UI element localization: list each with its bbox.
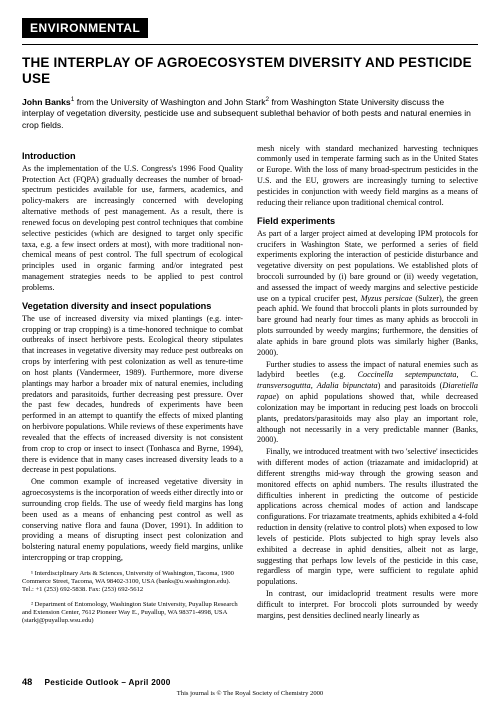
section-head-field: Field experiments (257, 215, 478, 227)
veg-p1: The use of increased diversity via mixed… (22, 314, 243, 476)
intro-p1: As the implementation of the U.S. Congre… (22, 164, 243, 294)
affiliation-2: ² Department of Entomology, Washington S… (22, 601, 243, 626)
species-adalia: Adalia bipunctata (317, 381, 378, 390)
field-p2-e: ) on aphid populations showed that, whil… (257, 392, 478, 444)
page-footer: 48 Pesticide Outlook – April 2000 This j… (22, 677, 478, 697)
byline: John Banks1 from the University of Washi… (22, 96, 478, 132)
species-transverso: transversoguttta (257, 381, 311, 390)
field-p1: As part of a larger project aimed at dev… (257, 229, 478, 359)
col2-continuation: mesh nicely with standard mechanized har… (257, 144, 478, 209)
species-myzus: Myzus persicae (361, 294, 413, 303)
footer-left: 48 Pesticide Outlook – April 2000 (22, 677, 478, 687)
copyright-line: This journal is © The Royal Society of C… (22, 690, 478, 697)
top-rule (22, 44, 478, 45)
category-header: ENVIRONMENTAL (22, 18, 148, 38)
field-p3: Finally, we introduced treatment with tw… (257, 447, 478, 588)
page-number: 48 (22, 677, 32, 687)
species-coccinella: Coccinella septempunctata (358, 370, 457, 379)
field-p2-b: , C. (456, 370, 478, 379)
affiliation-1: ¹ Interdisciplinary Arts & Sciences, Uni… (22, 570, 243, 595)
field-p2: Further studies to assess the impact of … (257, 360, 478, 447)
section-head-veg: Vegetation diversity and insect populati… (22, 300, 243, 312)
field-p1-b: (Sulzer), the green peach aphid. We foun… (257, 294, 478, 357)
author-1: John Banks (22, 97, 71, 107)
journal-issue: Pesticide Outlook – April 2000 (45, 678, 171, 687)
field-p2-d: ) and parasitoids ( (378, 381, 443, 390)
field-p1-a: As part of a larger project aimed at dev… (257, 229, 478, 303)
field-p4: In contrast, our imidacloprid treatment … (257, 589, 478, 621)
veg-p2: One common example of increased vegetati… (22, 477, 243, 564)
section-head-intro: Introduction (22, 150, 243, 162)
article-title: THE INTERPLAY OF AGROECOSYSTEM DIVERSITY… (22, 55, 478, 88)
byline-mid: from the University of Washington and Jo… (74, 97, 265, 107)
body-columns: Introduction As the implementation of th… (22, 144, 478, 626)
